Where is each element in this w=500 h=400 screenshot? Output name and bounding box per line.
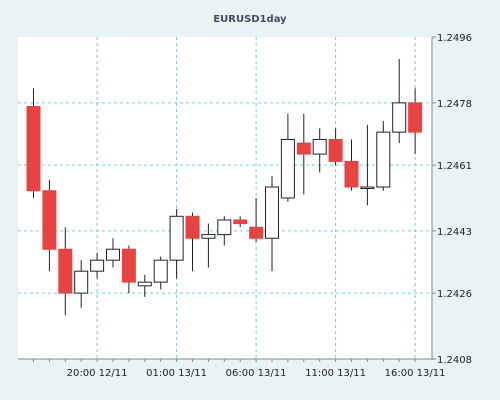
price-tick-label: 1.2461 <box>437 161 472 172</box>
time-tick-label: 01:00 13/11 <box>146 368 207 379</box>
candle-body-up <box>153 259 168 283</box>
time-tick-label: 20:00 12/11 <box>67 368 128 379</box>
candle-body-down <box>328 138 343 162</box>
price-tick-label: 1.2443 <box>437 227 472 238</box>
plot-area <box>18 37 432 359</box>
candle <box>233 216 248 228</box>
candle <box>312 128 327 173</box>
candle-body-down <box>249 226 264 239</box>
candle <box>296 113 311 195</box>
candle-body-down <box>58 248 73 294</box>
candle-body-up <box>90 259 105 272</box>
candle <box>360 124 375 206</box>
candle-body-down <box>26 106 41 192</box>
time-tick-label: 16:00 13/11 <box>385 368 446 379</box>
candle <box>265 176 279 272</box>
candle-body-down <box>344 160 359 188</box>
candle-body-up <box>74 270 89 294</box>
candle <box>344 139 359 191</box>
price-tick-label: 1.2478 <box>437 99 472 110</box>
candle <box>280 113 295 202</box>
candle-body-up <box>312 138 327 155</box>
price-tick-label: 1.2426 <box>437 289 472 300</box>
candle-body-up <box>376 131 391 188</box>
candle-body-up <box>392 102 407 133</box>
candle <box>74 260 89 308</box>
price-tick-label: 1.2408 <box>437 355 472 366</box>
candles <box>26 58 423 316</box>
candle <box>137 274 152 297</box>
candle <box>90 252 105 279</box>
candle-body-down <box>408 102 423 133</box>
candle <box>376 121 391 191</box>
candle-body-up <box>201 234 216 239</box>
candle-body-down <box>42 190 57 250</box>
candle-body-up <box>217 219 232 236</box>
candle <box>42 179 57 272</box>
candle-body-up <box>169 215 184 261</box>
candle <box>392 58 407 144</box>
candle-body-up <box>137 281 152 287</box>
price-tick-label: 1.2496 <box>437 33 472 44</box>
candle <box>58 227 73 316</box>
candle <box>328 128 343 166</box>
candle-body-down <box>121 248 136 283</box>
candle-body-up <box>265 186 279 239</box>
candle-body-down <box>185 215 200 239</box>
candle-body-down <box>233 219 248 225</box>
candle <box>185 212 200 272</box>
time-tick-label: 11:00 13/11 <box>305 368 366 379</box>
candle <box>121 245 136 294</box>
candle <box>106 238 120 268</box>
candle-body-down <box>296 142 311 155</box>
candle <box>408 88 423 155</box>
candle <box>26 88 41 198</box>
candle <box>249 198 264 242</box>
time-axis-labels: 20:00 12/11 01:00 13/11 06:00 13/11 11:00 1… <box>33 359 446 379</box>
candle <box>169 208 184 279</box>
candle-body-up <box>360 186 375 190</box>
candle <box>153 256 168 290</box>
time-tick-label: 06:00 13/11 <box>226 368 287 379</box>
chart-title: EURUSD1day <box>213 14 287 25</box>
price-axis-labels: 1.2408 1.2426 1.2443 1.2461 1.2478 1.2496 <box>432 33 472 366</box>
candle <box>217 216 232 246</box>
candle-body-up <box>280 138 295 199</box>
candle <box>201 223 216 268</box>
candle-body-up <box>106 248 120 261</box>
